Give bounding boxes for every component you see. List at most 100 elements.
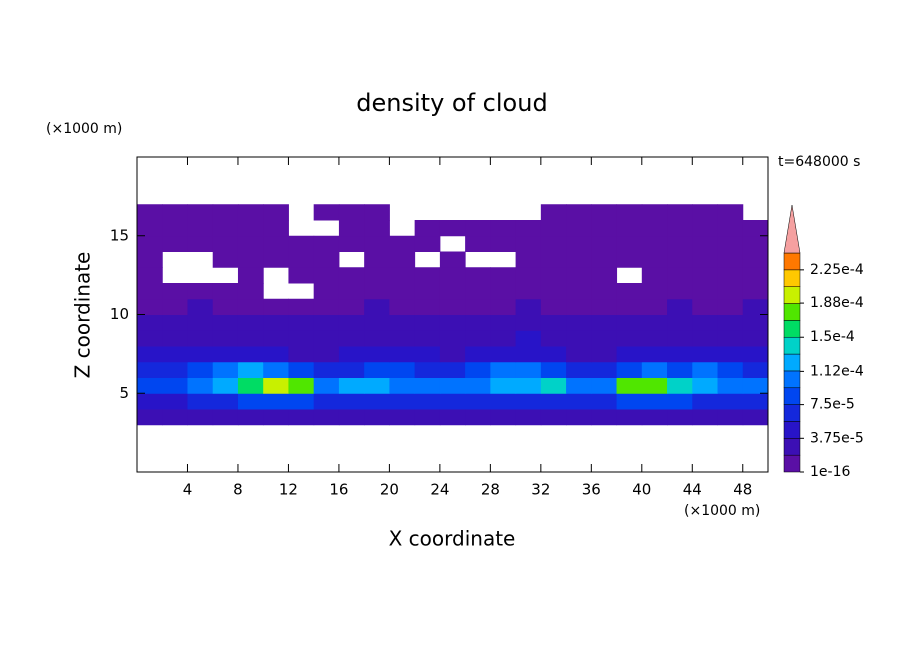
x-axis-label: X coordinate [389, 527, 516, 551]
field-cell [616, 377, 643, 394]
field-cell [465, 409, 491, 426]
field-cell [717, 298, 744, 315]
field-cell [263, 220, 289, 237]
field-cell [717, 361, 744, 378]
field-cell [212, 283, 239, 300]
field-cell [717, 393, 744, 410]
field-cell [187, 377, 214, 394]
field-cell [616, 220, 643, 237]
field-cell [591, 283, 618, 300]
field-cell [490, 220, 517, 237]
field-cell [237, 283, 264, 300]
field-cell [364, 361, 390, 378]
field-cell [515, 220, 542, 237]
colorbar-label: 3.75e-5 [810, 430, 864, 446]
field-cell [263, 314, 289, 331]
x-tick-label: 4 [183, 481, 193, 499]
field-cell [137, 283, 163, 300]
field-cell [162, 283, 188, 300]
field-cell [641, 220, 668, 237]
field-cell [162, 220, 188, 237]
field-cell [338, 220, 365, 237]
field-cell [540, 283, 567, 300]
field-cell [490, 235, 517, 252]
field-cell [288, 377, 315, 394]
x-tick-label: 16 [329, 481, 348, 499]
field-cell [137, 346, 163, 363]
x-tick-label: 48 [733, 481, 752, 499]
colorbar-box [783, 336, 801, 355]
field-cell [187, 204, 214, 221]
field-cell [364, 235, 390, 252]
field-cell [641, 235, 668, 252]
colorbar-extend [783, 204, 801, 254]
field-cell [338, 283, 365, 300]
field-cell [288, 267, 315, 284]
field-cell [212, 204, 239, 221]
field-cell [288, 393, 315, 410]
field-cell [439, 330, 466, 347]
y-tick-label: 15 [110, 226, 129, 244]
field-cell [439, 393, 466, 410]
field-cell [313, 361, 340, 378]
field-cell [540, 220, 567, 237]
y-unit: (×1000 m) [46, 121, 122, 137]
field-cell [566, 204, 592, 221]
field-cell [439, 251, 466, 268]
field-cell [439, 298, 466, 315]
field-cell [338, 377, 365, 394]
field-cell [515, 346, 542, 363]
field-cell [263, 251, 289, 268]
field-cell [237, 409, 264, 426]
field-cell [742, 220, 769, 237]
field-cell [465, 346, 491, 363]
field-cell [389, 361, 416, 378]
field-cell [591, 298, 618, 315]
x-tick-label: 32 [531, 481, 550, 499]
field-cell [591, 251, 618, 268]
field-cell [187, 330, 214, 347]
field-cell [162, 346, 188, 363]
field-cell [364, 393, 390, 410]
field-cell [515, 361, 542, 378]
field-cell [338, 393, 365, 410]
field-cell [616, 283, 643, 300]
field-cell [591, 409, 618, 426]
field-cell [717, 220, 744, 237]
colorbar-box [783, 269, 801, 287]
field-cell [364, 220, 390, 237]
field-cell [616, 235, 643, 252]
field-cell [591, 330, 618, 347]
colorbar-label: 1e-16 [810, 464, 850, 480]
field-cell [137, 314, 163, 331]
field-cell [591, 204, 618, 221]
field-cell [465, 330, 491, 347]
field-cell [540, 267, 567, 284]
field-cell [389, 235, 416, 252]
y-tick-label: 10 [110, 305, 129, 323]
field-cell [515, 330, 542, 347]
field-cell [465, 267, 491, 284]
field-cell [540, 298, 567, 315]
field-cell [591, 377, 618, 394]
x-unit: (×1000 m) [684, 503, 760, 519]
field-cell [288, 314, 315, 331]
field-cell [212, 235, 239, 252]
field-cell [364, 377, 390, 394]
field-cell [389, 393, 416, 410]
field-cell [667, 361, 693, 378]
field-cell [263, 409, 289, 426]
field-cell [389, 314, 416, 331]
field-cell [313, 251, 340, 268]
field-cell [742, 346, 769, 363]
field-cell [566, 298, 592, 315]
field-cell [313, 330, 340, 347]
field-cell [162, 330, 188, 347]
field-cell [667, 220, 693, 237]
field-cell [465, 298, 491, 315]
x-tick-label: 12 [279, 481, 298, 499]
field-cell [313, 298, 340, 315]
field-cell [742, 377, 769, 394]
field-cell [566, 220, 592, 237]
